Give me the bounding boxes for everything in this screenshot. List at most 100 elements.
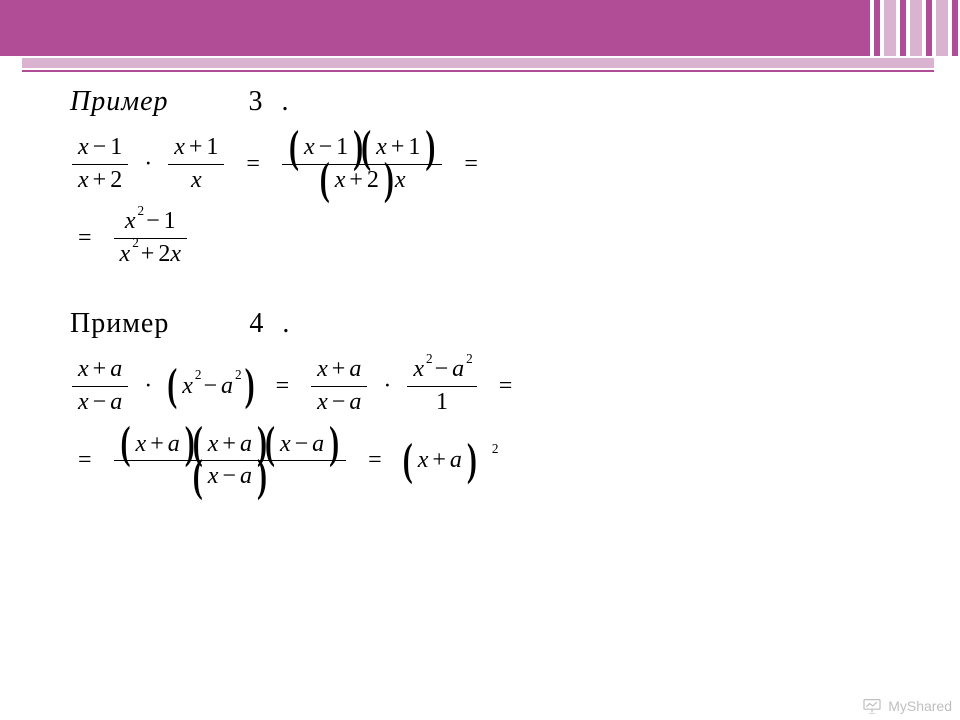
fraction-numerator: (x+a)(x+a)(x−a)	[114, 429, 347, 461]
math-operator: +	[146, 431, 168, 459]
fraction-denominator: x−a	[311, 387, 367, 419]
math-number: 1	[164, 208, 176, 236]
math-paren-group: (x2−a2)	[166, 373, 255, 400]
paren-close: )	[466, 443, 478, 479]
math-number: 1	[110, 134, 122, 162]
math-superscript: 2	[492, 441, 499, 457]
fraction-numerator: x2−1	[119, 206, 182, 238]
math-fraction: (x−1)(x+1)(x+2)x	[280, 132, 444, 196]
slide-content: Пример 3 . x−1x+2·x+1x=(x−1)(x+1)(x+2)x=…	[70, 86, 890, 503]
math-operator: +	[137, 241, 159, 269]
math-var: x	[78, 167, 89, 195]
paren-open: (	[319, 162, 331, 198]
math-multiply: ·	[142, 373, 154, 400]
equation-line: =(x+a)(x+a)(x−a)(x−a)=(x+a)2	[70, 429, 890, 493]
math-fraction: x2−1x2+2x	[112, 206, 189, 270]
math-number: 1	[436, 389, 448, 417]
math-var: a	[110, 356, 122, 384]
math-var: x	[280, 431, 291, 459]
fraction-numerator: (x−1)(x+1)	[282, 132, 442, 164]
banner-stripe	[952, 0, 958, 56]
math-var: x	[418, 447, 429, 474]
paren-open: (	[360, 130, 372, 166]
math-equals: =	[491, 373, 521, 400]
math-paren-group: (x−a)	[264, 431, 340, 459]
math-equals: =	[268, 373, 298, 400]
math-var: x	[182, 373, 193, 400]
math-paren-group: (x+a)	[402, 447, 478, 474]
math-var: x	[304, 134, 315, 162]
math-operator: −	[142, 208, 164, 236]
math-operator: −	[291, 431, 313, 459]
example-number: 4	[249, 308, 264, 340]
fraction-numerator: x−1	[72, 132, 128, 164]
paren-close: )	[256, 459, 268, 495]
equation-line: =x2−1x2+2x	[70, 206, 890, 270]
example-word: Пример	[70, 308, 169, 340]
math-var: x	[208, 431, 219, 459]
fraction-denominator: 1	[430, 387, 454, 419]
paren-close: )	[424, 130, 436, 166]
equation-line: x−1x+2·x+1x=(x−1)(x+1)(x+2)x=	[70, 132, 890, 196]
watermark-text: MyShared	[888, 698, 952, 714]
math-var: a	[168, 431, 180, 459]
math-operator: −	[89, 389, 111, 417]
fraction-denominator: (x−a)	[186, 461, 274, 493]
math-number: 1	[336, 134, 348, 162]
example-heading: Пример 3 .	[70, 86, 890, 118]
math-equals: =	[70, 447, 100, 474]
fraction-denominator: x+2	[72, 165, 128, 197]
example-dot: .	[282, 308, 290, 340]
paren-inner: x2−a2	[178, 373, 243, 400]
example-word: Пример	[70, 86, 169, 118]
math-var: a	[110, 389, 122, 417]
paren-inner: x+a	[414, 447, 466, 474]
paren-inner: x+a	[204, 431, 256, 459]
example-dot: .	[282, 86, 290, 118]
fraction-numerator: x+a	[311, 354, 367, 386]
banner-stripe	[884, 0, 896, 56]
paren-open: (	[120, 426, 132, 462]
math-operator: +	[218, 431, 240, 459]
banner-underline-dark	[22, 70, 934, 72]
paren-inner: x+a	[132, 431, 184, 459]
math-multiply: ·	[142, 151, 154, 178]
math-var: a	[240, 463, 252, 491]
math-operator: +	[328, 356, 350, 384]
math-operator: +	[89, 356, 111, 384]
paren-inner: x−a	[204, 463, 256, 491]
math-operator: +	[428, 447, 450, 474]
paren-open: (	[288, 130, 300, 166]
example-number: 3	[249, 86, 264, 118]
math-var: x	[413, 356, 424, 384]
math-number: 1	[206, 134, 218, 162]
paren-open: (	[166, 368, 178, 404]
math-fraction: (x+a)(x+a)(x−a)(x−a)	[112, 429, 349, 493]
math-fraction: x+ax−a	[70, 354, 130, 418]
math-var: x	[208, 463, 219, 491]
math-var: a	[240, 431, 252, 459]
fraction-numerator: x+1	[168, 132, 224, 164]
math-var: x	[125, 208, 136, 236]
math-var: x	[395, 167, 406, 195]
math-fraction: x−1x+2	[70, 132, 130, 196]
math-var: a	[349, 356, 361, 384]
math-var: a	[450, 447, 462, 474]
math-paren-group: (x+1)	[360, 134, 436, 162]
math-superscript: 2	[466, 351, 473, 366]
paren-close: )	[244, 368, 256, 404]
fraction-denominator: x−a	[72, 387, 128, 419]
math-var: a	[312, 431, 324, 459]
slide-banner	[0, 0, 960, 56]
math-var: x	[120, 241, 131, 269]
math-operator: −	[218, 463, 240, 491]
math-var: x	[78, 356, 89, 384]
watermark: MyShared	[862, 698, 952, 714]
math-paren-group: (x−a)	[192, 463, 268, 491]
paren-open: (	[192, 459, 204, 495]
fraction-denominator: x	[185, 165, 208, 197]
fraction-denominator: x2+2x	[114, 239, 187, 271]
math-operator: −	[89, 134, 111, 162]
math-number: 1	[408, 134, 420, 162]
math-var: x	[335, 167, 346, 195]
